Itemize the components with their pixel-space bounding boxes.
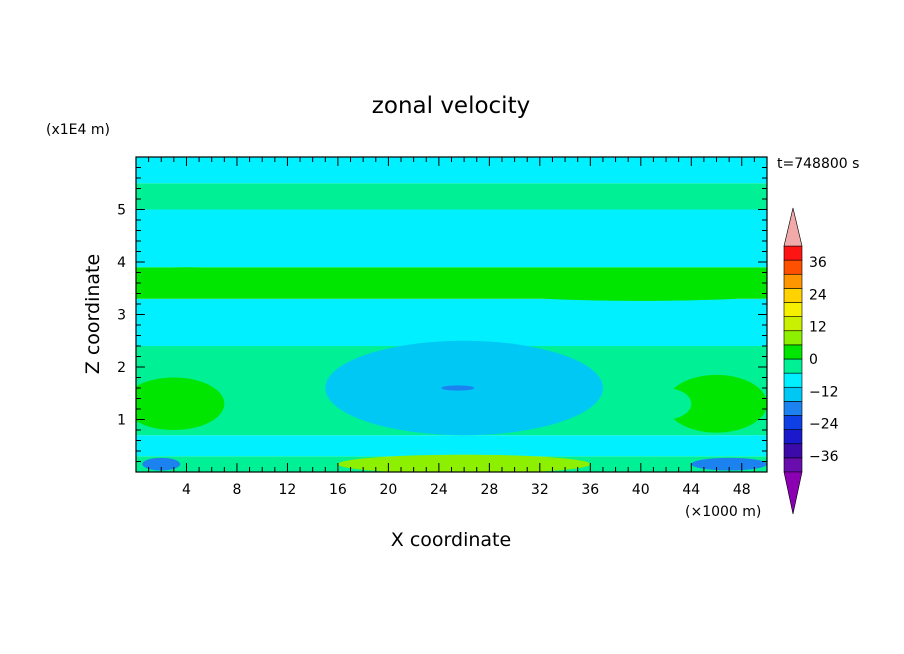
x-tick-label: 24 [430, 482, 448, 498]
colorbar-segment [783, 401, 803, 416]
plot-area [136, 157, 767, 472]
y-axis: 1 2 3 4 5 [117, 167, 767, 462]
colorbar-tick-label: 24 [809, 287, 827, 303]
x-tick-label: 4 [182, 482, 191, 498]
colorbar-tick-label: −36 [809, 449, 839, 465]
contour-band [136, 435, 767, 457]
contour-region [136, 377, 225, 430]
colorbar-segment [783, 372, 803, 388]
y-tick-label: 1 [117, 413, 126, 429]
colorbar-tick-label: 12 [809, 320, 827, 336]
contour-region [142, 457, 181, 471]
colorbar-tick-label: −24 [809, 417, 839, 433]
colorbar-segment [783, 316, 803, 332]
contour-region [441, 385, 475, 391]
contour-band [136, 183, 767, 210]
contour-band [136, 298, 767, 315]
x-unit-label: (×1000 m) [685, 504, 761, 520]
contour-region [527, 291, 755, 301]
contour-band [136, 314, 767, 346]
colorbar-under-arrow [783, 471, 803, 515]
contour-region [666, 374, 767, 433]
colorbar-segment [783, 288, 803, 303]
y-tick-label: 2 [117, 360, 126, 376]
y-unit-label: (x1E4 m) [46, 122, 110, 138]
x-tick-label: 16 [329, 482, 347, 498]
x-tick-label: 12 [279, 482, 297, 498]
contour-band [136, 241, 767, 268]
contour-region [136, 267, 237, 283]
x-tick-label: 8 [232, 482, 241, 498]
colorbar-segment [783, 330, 803, 346]
colorbar-tick-label: −12 [809, 384, 839, 400]
contour-band [136, 209, 767, 241]
y-tick-label: 3 [117, 308, 126, 324]
x-tick-label: 36 [581, 482, 599, 498]
colorbar-segment [783, 259, 803, 275]
colorbar-segment [783, 386, 803, 402]
chart-title: zonal velocity [372, 93, 530, 119]
x-tick-label: 32 [531, 482, 549, 498]
colorbar-tick-label: 36 [809, 255, 827, 271]
x-axis: 4 8 12 16 20 24 28 32 36 40 44 48 [148, 157, 755, 498]
colorbar-tick-label: 0 [809, 352, 818, 368]
colorbar-over-arrow [783, 207, 803, 247]
colorbar-segment [783, 429, 803, 445]
colorbar-segment [783, 415, 803, 430]
x-tick-label: 40 [632, 482, 650, 498]
x-tick-label: 48 [733, 482, 751, 498]
colorbar-segment [783, 344, 803, 360]
colorbar-segment [783, 273, 803, 289]
colorbar-segment [783, 302, 803, 317]
x-tick-label: 44 [682, 482, 700, 498]
contour-region [691, 457, 767, 471]
x-tick-label: 20 [379, 482, 397, 498]
feature-layer [136, 267, 767, 472]
colorbar-segment [783, 245, 803, 261]
y-tick-label: 5 [117, 203, 126, 219]
contour-region [640, 388, 692, 420]
x-axis-label: X coordinate [391, 529, 511, 551]
colorbar-segment [783, 443, 803, 459]
x-tick-label: 28 [480, 482, 498, 498]
y-tick-label: 4 [117, 255, 126, 271]
colorbar: 36 24 12 0 −12 −24 −36 [783, 207, 839, 515]
colorbar-segment [783, 358, 803, 374]
y-axis-label: Z coordinate [82, 254, 104, 374]
time-label: t=748800 s [777, 156, 859, 172]
colorbar-segment [783, 457, 803, 473]
